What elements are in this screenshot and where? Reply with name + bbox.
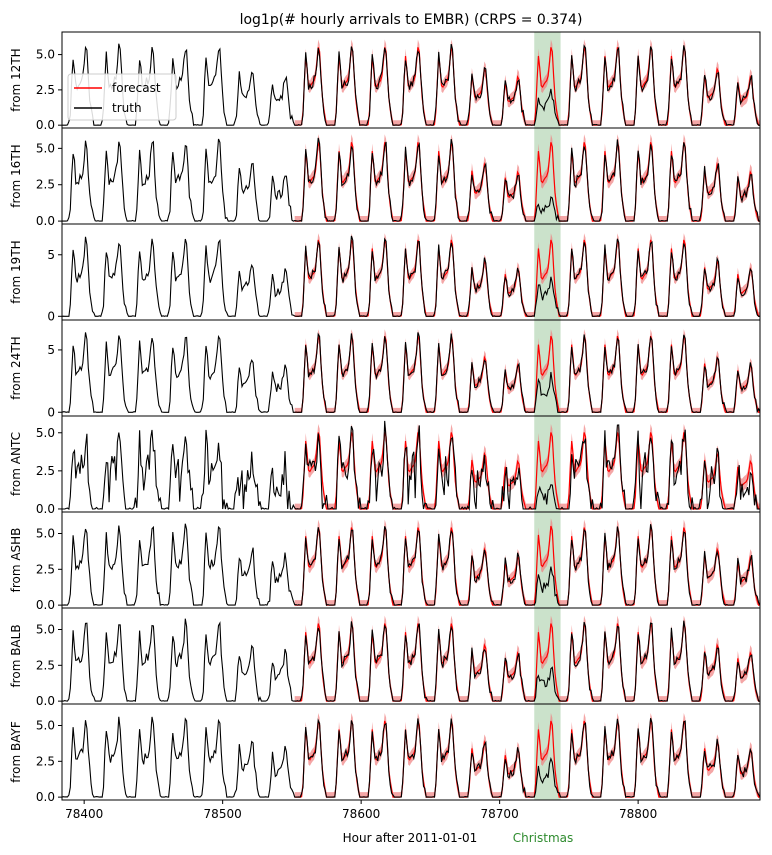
- y-tick-label: 5.0: [36, 622, 55, 636]
- y-tick-label: 5: [47, 343, 55, 357]
- y-axis-label: from ASHB: [9, 528, 23, 593]
- y-tick-label: 5.0: [36, 141, 55, 155]
- panels: 0.0 2.5 5.0 from 12TH forecast truth 0.0 2.5 5.0…: [9, 31, 761, 804]
- x-tick-label: 78400: [65, 807, 103, 821]
- y-axis-label: from ANTC: [9, 432, 23, 496]
- truth-line: [62, 420, 760, 512]
- y-axis-label: from 24TH: [9, 336, 23, 399]
- x-axis-label: Hour after 2011-01-01: [343, 831, 478, 845]
- y-tick-label: 2.5: [36, 83, 55, 97]
- y-tick-label: 0: [47, 405, 55, 419]
- legend: forecast truth: [67, 73, 177, 121]
- y-tick-label: 5.0: [36, 426, 55, 440]
- x-tick-label: 78700: [481, 807, 519, 821]
- y-tick-label: 5.0: [36, 48, 55, 62]
- series-group: [62, 329, 760, 414]
- legend-label: truth: [112, 101, 142, 115]
- panel-6: 0.0 2.5 5.0 from BALB: [9, 607, 761, 708]
- panel-1: 0.0 2.5 5.0 from 16TH: [9, 127, 761, 228]
- truth-line: [62, 716, 760, 798]
- legend-label: forecast: [112, 81, 161, 95]
- panel-0: 0.0 2.5 5.0 from 12TH forecast truth: [9, 31, 761, 132]
- forecast-line: [294, 142, 760, 222]
- y-tick-label: 2.5: [36, 658, 55, 672]
- panel-frame: [61, 703, 761, 801]
- y-tick-label: 0.0: [36, 214, 55, 228]
- series-group: [62, 420, 760, 512]
- y-tick-label: 2.5: [36, 178, 55, 192]
- panel-2: 0 5 from 19TH: [9, 223, 761, 323]
- truth-line: [62, 43, 760, 126]
- x-tick-label: 78600: [342, 807, 380, 821]
- y-tick-label: 2.5: [36, 754, 55, 768]
- forecast-line: [294, 239, 760, 317]
- christmas-label: Christmas: [513, 831, 574, 845]
- panel-5: 0.0 2.5 5.0 from ASHB: [9, 511, 761, 612]
- panel-3: 0 5 from 24TH: [9, 319, 761, 419]
- y-axis-label: from 19TH: [9, 240, 23, 303]
- x-axis: 78400 78500 78600 78700 78800: [65, 800, 657, 821]
- y-tick-label: 0.0: [36, 118, 55, 132]
- forecast-line: [294, 432, 760, 510]
- truth-line: [62, 523, 760, 606]
- y-axis-label: from BAYF: [9, 721, 23, 783]
- series-group: [62, 615, 760, 703]
- chart-title: log1p(# hourly arrivals to EMBR) (CRPS =…: [240, 12, 583, 28]
- panel-4: 0.0 2.5 5.0 from ANTC: [9, 415, 761, 516]
- truth-line: [62, 618, 760, 703]
- series-group: [62, 134, 760, 222]
- x-tick-label: 78500: [204, 807, 242, 821]
- y-tick-label: 5.0: [36, 718, 55, 732]
- y-tick-label: 5.0: [36, 526, 55, 540]
- y-tick-label: 2.5: [36, 562, 55, 576]
- truth-line: [62, 137, 760, 222]
- series-group: [62, 233, 760, 318]
- truth-line: [62, 332, 760, 414]
- y-tick-label: 5: [47, 248, 55, 262]
- series-group: [62, 39, 760, 126]
- y-tick-label: 0.0: [36, 790, 55, 804]
- y-tick-label: 0.0: [36, 502, 55, 516]
- y-axis-label: from BALB: [9, 624, 23, 687]
- y-tick-label: 0.0: [36, 694, 55, 708]
- series-group: [62, 518, 760, 606]
- y-tick-label: 2.5: [36, 464, 55, 478]
- y-tick-label: 0.0: [36, 598, 55, 612]
- y-axis-label: from 16TH: [9, 144, 23, 207]
- truth-line: [62, 235, 760, 318]
- forecast-line: [294, 525, 760, 606]
- series-group: [62, 713, 760, 798]
- panel-7: 0.0 2.5 5.0 from BAYF: [9, 703, 761, 804]
- y-axis-label: from 12TH: [9, 48, 23, 111]
- y-tick-label: 0: [47, 309, 55, 323]
- x-tick-label: 78800: [619, 807, 657, 821]
